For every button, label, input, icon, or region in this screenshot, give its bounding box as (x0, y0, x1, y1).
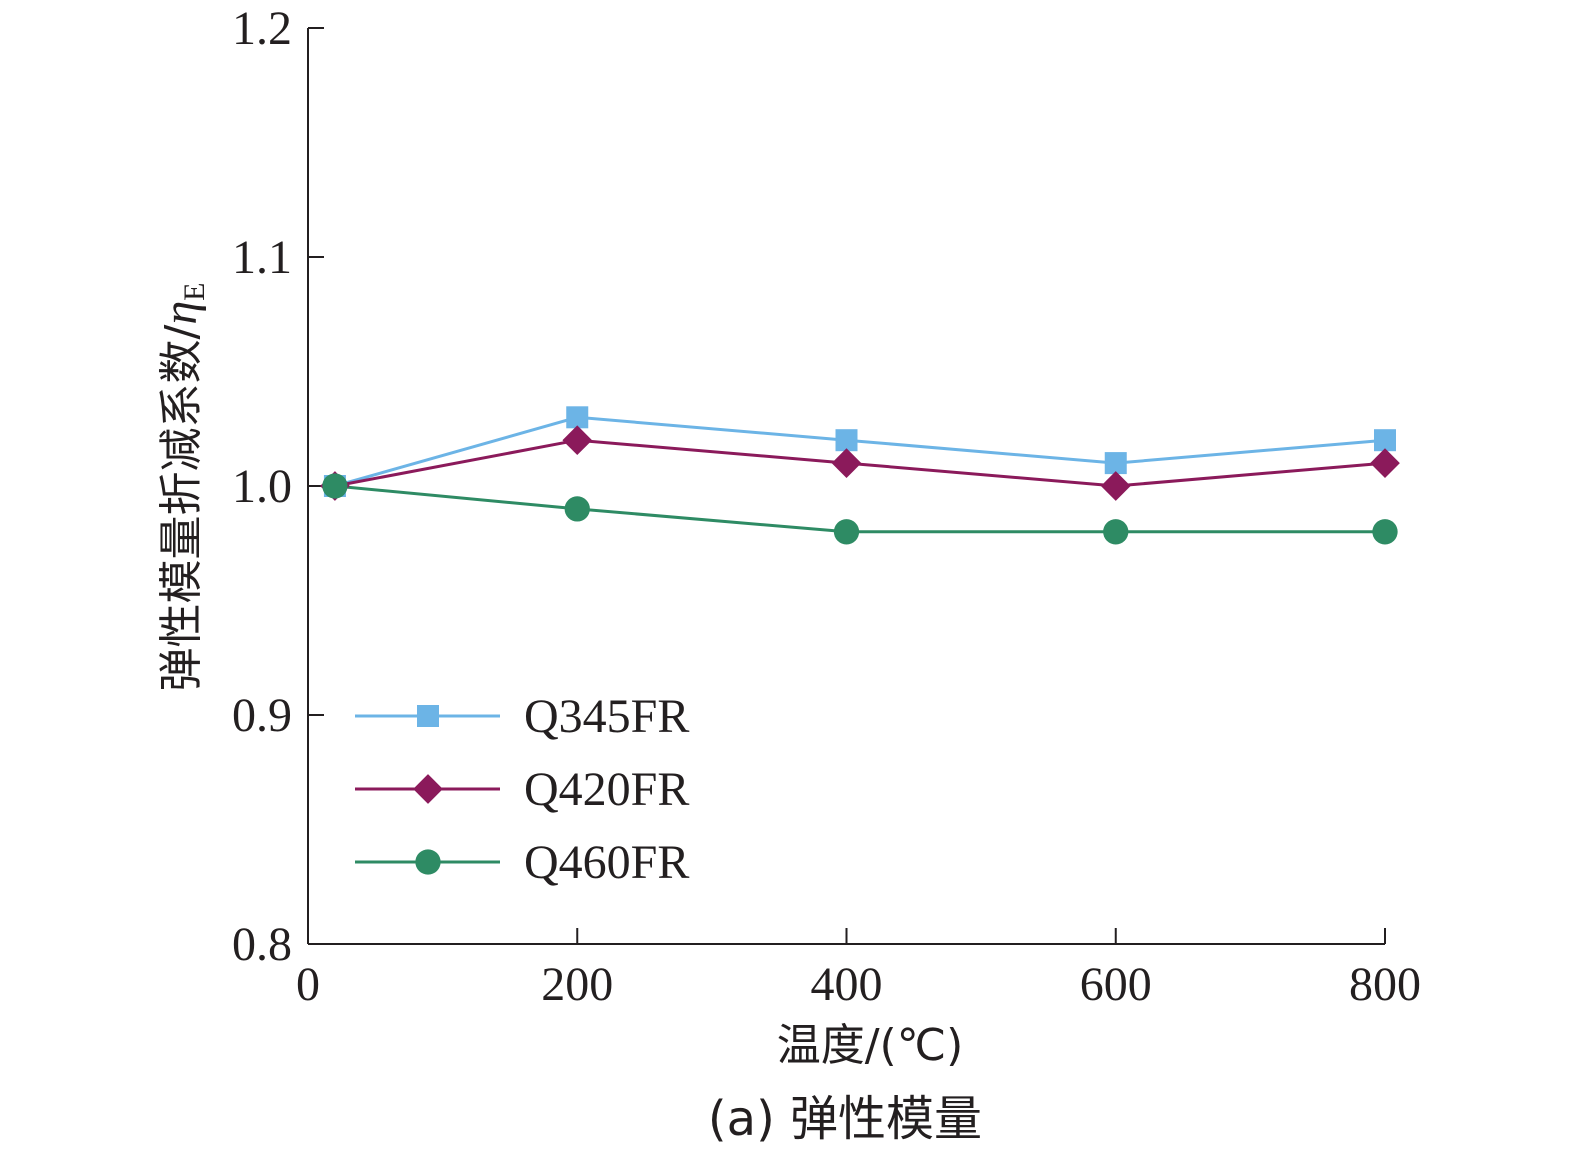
y-tick-label: 1.2 (232, 2, 292, 55)
data-point-Q420FR (1100, 471, 1131, 501)
data-point-Q420FR (562, 425, 593, 456)
axes: 0.8 0.9 1.0 1.1 1.2 0 200 400 600 800 (232, 2, 1421, 1011)
series-markers (320, 406, 1400, 545)
x-tick-label: 0 (296, 958, 320, 1011)
y-axis-title-main: 弹性模量折减系数/ (156, 324, 207, 691)
legend: Q345FR Q420FR Q460FR (355, 690, 689, 889)
data-point-Q460FR (833, 519, 860, 545)
y-axis-title-symbol: η (154, 301, 207, 325)
data-point-Q345FR (1104, 452, 1127, 475)
data-point-Q345FR (835, 429, 858, 452)
y-tick-label: 0.9 (232, 689, 292, 742)
data-point-Q460FR (1103, 519, 1129, 545)
y-tick-label: 1.0 (232, 460, 292, 513)
x-tick-label: 400 (811, 958, 883, 1011)
series-line-Q460FR (334, 484, 1385, 534)
data-point-Q460FR (1372, 519, 1398, 545)
y-tick-label: 1.1 (232, 231, 292, 284)
data-point-Q345FR (566, 406, 589, 429)
series-lines (334, 415, 1386, 534)
x-tick-label: 800 (1349, 958, 1421, 1011)
data-point-Q460FR (322, 473, 348, 499)
legend-marker-Q460FR (415, 849, 441, 875)
legend-label-Q420FR: Q420FR (524, 763, 689, 816)
figure-caption: (a) 弹性模量 (708, 1091, 982, 1147)
x-tick-label: 200 (541, 958, 613, 1011)
data-point-Q460FR (564, 496, 590, 522)
legend-marker-Q420FR (413, 774, 443, 804)
data-point-Q420FR (1370, 448, 1400, 478)
data-point-Q345FR (1374, 429, 1396, 452)
x-axis-title: 温度/(℃) (777, 1020, 964, 1071)
y-axis-title: 弹性模量折减系数/ηE (154, 283, 211, 692)
legend-marker-Q345FR (417, 705, 439, 727)
x-tick-label: 600 (1080, 958, 1152, 1011)
legend-label-Q345FR: Q345FR (524, 690, 689, 743)
data-point-Q420FR (831, 448, 862, 478)
y-axis-title-subscript: E (178, 283, 211, 301)
y-tick-label: 0.8 (232, 918, 292, 971)
legend-label-Q460FR: Q460FR (524, 836, 689, 889)
